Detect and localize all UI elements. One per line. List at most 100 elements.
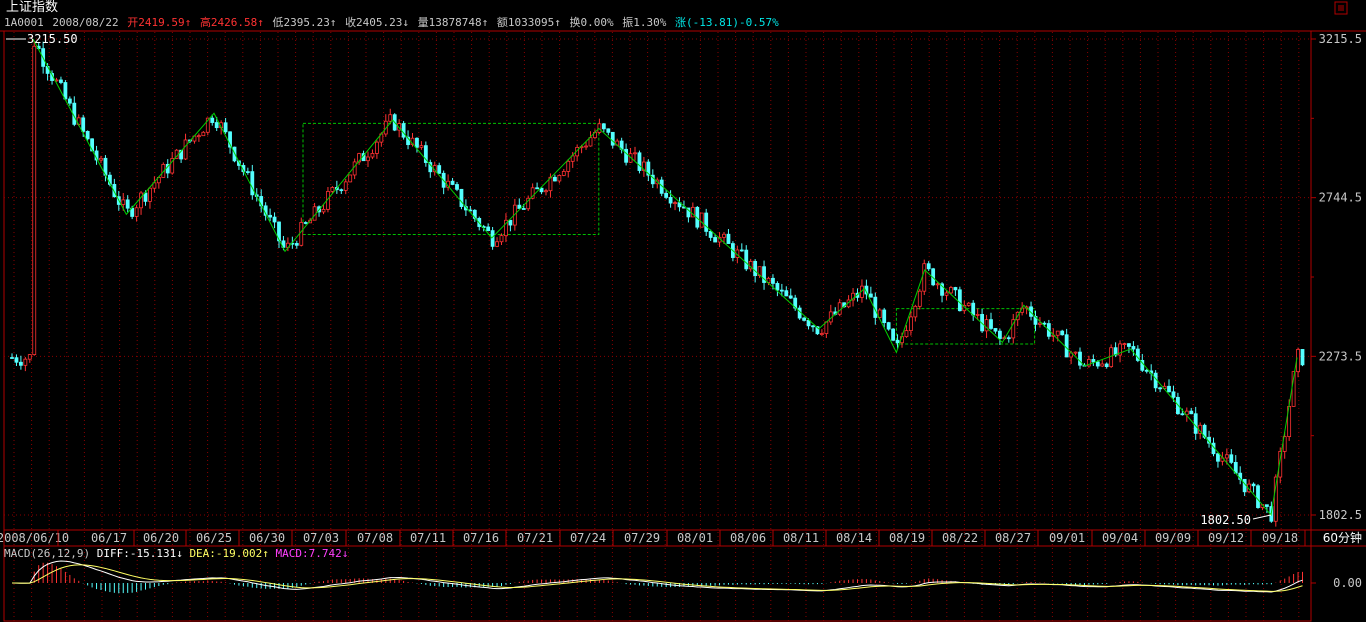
candle-body [762, 266, 766, 283]
candle-body [971, 302, 976, 316]
date-label: 07/11 [410, 531, 446, 545]
candle-body [1180, 413, 1185, 416]
candle-body [10, 357, 14, 359]
candle-body [330, 187, 335, 192]
candle-body [944, 292, 949, 296]
candle-body [984, 319, 989, 332]
candle-body [1184, 410, 1189, 416]
candle-body [397, 123, 402, 131]
candle-body [228, 131, 232, 148]
date-label: 2008/06/10 [0, 531, 69, 545]
candle-body [1251, 483, 1256, 487]
candle-body [891, 328, 895, 341]
candle-body [112, 183, 117, 198]
candle-body [134, 207, 139, 217]
candle-body [637, 152, 642, 171]
quote-high: 高2426.58↑ [199, 16, 264, 29]
candle-body [1073, 351, 1078, 354]
date-label: 09/09 [1155, 531, 1191, 545]
candle-body [566, 160, 571, 172]
price-tick-label: 2273.5 [1319, 349, 1362, 363]
candle-body [642, 161, 646, 171]
candle-body [67, 98, 72, 104]
low-marker-label: 1802.50 [1200, 513, 1251, 527]
candle-body [553, 176, 557, 182]
date-label: 07/24 [570, 531, 606, 545]
date-label: 09/04 [1102, 531, 1138, 545]
candle-body [690, 206, 695, 218]
candle-body [370, 153, 375, 158]
candle-body [922, 263, 927, 292]
candle-body [201, 131, 206, 137]
candle-body [210, 117, 215, 123]
candle-body [268, 214, 273, 218]
candle-body [245, 171, 250, 173]
candle-body [81, 117, 86, 132]
candle-body [917, 290, 922, 307]
candle-body [837, 302, 842, 315]
consolidation-box [302, 122, 600, 236]
macd-zero-label: 0.00 [1333, 576, 1362, 590]
candle-body [713, 237, 717, 243]
quote-volume: 量13878748↑ [417, 16, 489, 29]
candle-body [935, 283, 940, 286]
candle-body [904, 330, 909, 338]
candle-body [1265, 504, 1269, 507]
candle-body [664, 192, 669, 198]
candle-body [779, 289, 784, 292]
quote-amplitude: 振1.30% [622, 16, 667, 29]
quote-low: 低2395.23↑ [272, 16, 337, 29]
candle-body [450, 180, 455, 185]
candle-body [726, 233, 731, 244]
candle-body [521, 208, 526, 210]
candle-body [1109, 347, 1114, 368]
candle-body [561, 171, 566, 176]
candle-body [170, 158, 175, 174]
window-menu-icon[interactable] [1334, 1, 1348, 15]
candle-body [1042, 322, 1047, 325]
candle-body [459, 188, 464, 207]
candle-body [771, 277, 775, 284]
candle-body [1135, 348, 1140, 361]
candle-body [1229, 454, 1234, 463]
date-label: 06/17 [91, 531, 127, 545]
candle-body [1087, 359, 1091, 367]
macd-diff-line [11, 560, 1303, 593]
candle-body [1189, 410, 1194, 415]
date-label: 08/01 [677, 531, 713, 545]
quote-close: 收2405.23↓ [345, 16, 410, 29]
date-label: 06/30 [249, 531, 285, 545]
candle-body [998, 330, 1002, 339]
candle-body [886, 322, 891, 330]
date-label: 08/27 [995, 531, 1031, 545]
candle-body [486, 226, 491, 232]
candle-body [125, 199, 130, 209]
candle-body [495, 241, 499, 247]
candle-body [63, 82, 68, 100]
candle-body [811, 325, 815, 328]
candle-body [1224, 454, 1229, 459]
candle-body [23, 358, 28, 366]
candle-body [633, 152, 637, 155]
date-label: 07/21 [517, 531, 553, 545]
candle-body [321, 208, 326, 213]
quote-turnover: 换0.00% [569, 16, 614, 29]
candle-body [949, 287, 953, 294]
candle-body [1144, 369, 1149, 372]
candle-body [1078, 351, 1082, 366]
index-title: 上证指数 [6, 0, 59, 15]
candle-body [152, 182, 157, 189]
candle-body [250, 171, 255, 196]
macd-value: MACD:7.742↓ [275, 547, 349, 560]
candle-body [121, 199, 126, 205]
date-label: 08/22 [942, 531, 978, 545]
date-label: 08/19 [889, 531, 925, 545]
date-label: 09/01 [1049, 531, 1085, 545]
low-marker-line [1252, 514, 1272, 520]
candle-body [1131, 346, 1136, 350]
candle-body [597, 123, 602, 133]
date-label: 06/20 [143, 531, 179, 545]
candle-body [437, 165, 442, 174]
candle-body [1064, 334, 1069, 358]
